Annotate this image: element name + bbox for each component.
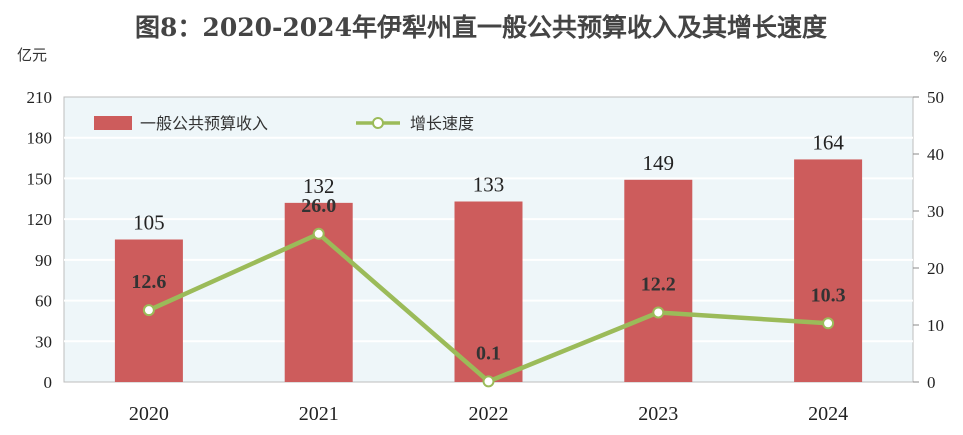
y2-axis-unit-label: % (933, 48, 947, 66)
y2-tick-label: 30 (927, 202, 944, 221)
y2-axis-ticks: 0 10 20 30 40 50 (913, 88, 944, 392)
y-axis-unit-label: 亿元 (17, 46, 47, 64)
grid-lines (64, 136, 913, 343)
chart-title: 图8：2020-2024年伊犁州直一般公共预算收入及其增长速度 (135, 13, 827, 42)
x-tick-label: 2023 (638, 403, 678, 425)
line-value-label: 12.6 (131, 271, 166, 293)
bar (794, 159, 863, 382)
line-value-label: 12.2 (641, 273, 676, 295)
legend-line-marker (372, 117, 384, 129)
bar-value-label: 133 (473, 173, 505, 197)
bar-value-label: 132 (303, 174, 335, 198)
bar (624, 179, 693, 382)
y-tick-label: 30 (35, 332, 52, 351)
x-tick-label: 2024 (808, 403, 848, 425)
line-series (142, 227, 835, 388)
y-tick-label: 90 (35, 251, 52, 270)
y-tick-label: 210 (27, 88, 53, 107)
line-value-label: 10.3 (811, 284, 846, 306)
x-axis-ticks: 2020 2021 2022 2023 2024 (129, 403, 848, 425)
bar (454, 201, 523, 382)
y2-tick-label: 10 (927, 316, 944, 335)
y2-tick-label: 0 (927, 373, 936, 392)
y2-tick-label: 20 (927, 259, 944, 278)
bar-value-labels: 105 132 133 149 164 (133, 130, 844, 234)
bar-value-label: 164 (812, 130, 844, 154)
y-tick-label: 0 (44, 373, 53, 392)
y-tick-label: 60 (35, 292, 52, 311)
legend-bar-label: 一般公共预算收入 (140, 114, 268, 133)
legend-line-label: 增长速度 (410, 114, 474, 133)
bar-value-label: 105 (133, 211, 165, 235)
y-axis-ticks: 0 30 60 90 120 150 180 210 (27, 88, 53, 392)
line-point (822, 317, 835, 330)
y2-tick-label: 40 (927, 145, 944, 164)
line-value-label: 0.1 (476, 342, 501, 364)
line-value-label: 26.0 (301, 195, 336, 217)
y-tick-label: 150 (27, 169, 53, 188)
line-point (482, 375, 495, 388)
bar-value-label: 149 (643, 151, 675, 175)
x-tick-label: 2021 (299, 403, 339, 425)
bar-series (114, 159, 863, 382)
line-point (312, 227, 325, 240)
legend-bar-swatch (94, 116, 132, 130)
line-value-labels: 12.6 26.0 0.1 12.2 10.3 (131, 195, 845, 365)
y-tick-label: 120 (27, 210, 53, 229)
line-point (652, 306, 665, 319)
line-point (142, 304, 155, 317)
x-tick-label: 2022 (469, 403, 509, 425)
y-tick-label: 180 (27, 129, 53, 148)
y2-tick-label: 50 (927, 88, 944, 107)
x-tick-label: 2020 (129, 403, 169, 425)
legend: 一般公共预算收入 增长速度 (94, 114, 474, 133)
